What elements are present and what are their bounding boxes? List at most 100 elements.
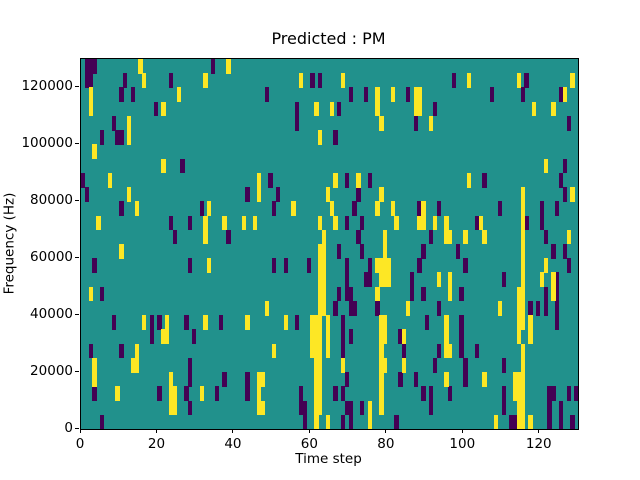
- y-tick-label: 100000: [21, 135, 73, 152]
- heatmap-cell-low: [562, 244, 568, 259]
- heatmap-cell-high: [130, 357, 135, 373]
- heatmap-cell-high: [448, 229, 453, 245]
- x-tick-mark: [155, 429, 157, 433]
- heatmap-cell-high: [272, 343, 277, 359]
- heatmap-cell-high: [566, 229, 571, 245]
- y-tick-label: 40000: [30, 306, 73, 323]
- heatmap-cell-low: [310, 73, 315, 88]
- heatmap-cell-high: [318, 286, 323, 302]
- heatmap-cell-high: [379, 400, 384, 416]
- heatmap-cell-high: [314, 357, 319, 373]
- heatmap-cell-high: [340, 73, 346, 88]
- heatmap-cell-high: [379, 315, 384, 330]
- x-tick-mark: [538, 429, 540, 433]
- heatmap-cell-low: [547, 386, 552, 402]
- heatmap-cell-low: [340, 329, 346, 345]
- heatmap-cell-low: [245, 386, 250, 402]
- heatmap-cell-high: [482, 229, 487, 245]
- heatmap-cell-high: [379, 272, 384, 288]
- heatmap-cell-high: [413, 101, 418, 117]
- heatmap-cell-low: [566, 115, 571, 131]
- heatmap-cell-high: [402, 357, 407, 373]
- heatmap-cell-low: [428, 400, 434, 416]
- heatmap-cell-high: [463, 229, 468, 245]
- heatmap-cell-high: [256, 372, 262, 387]
- heatmap-cell-low: [425, 315, 430, 330]
- heatmap-cell-high: [321, 272, 327, 288]
- heatmap-cell-low: [272, 201, 277, 217]
- heatmap-cell-high: [318, 258, 323, 273]
- heatmap-cell-high: [318, 272, 323, 288]
- heatmap-cell-high: [318, 400, 323, 416]
- heatmap-cell-high: [383, 315, 388, 330]
- heatmap-cell-high: [318, 386, 323, 402]
- heatmap-cell-high: [256, 400, 262, 416]
- heatmap-cell-low: [340, 386, 346, 402]
- heatmap-cell-high: [88, 286, 93, 302]
- heatmap-cell-high: [405, 300, 411, 316]
- heatmap-cell-high: [314, 315, 319, 330]
- heatmap-cell-high: [321, 258, 327, 273]
- heatmap-cell-high: [88, 87, 93, 103]
- heatmap-cell-low: [168, 215, 174, 231]
- heatmap-cell-high: [199, 386, 204, 402]
- heatmap-cell-high: [367, 414, 373, 429]
- heatmap-cell-low: [558, 87, 564, 103]
- heatmap-cell-low: [337, 101, 342, 117]
- heatmap-cell-high: [516, 386, 522, 402]
- y-tick-label: 60000: [30, 249, 73, 266]
- heatmap-cell-low: [417, 201, 422, 217]
- heatmap-cell-low: [436, 300, 441, 316]
- heatmap-cell-low: [111, 315, 116, 330]
- heatmap-cell-high: [375, 201, 380, 217]
- heatmap-cell-low: [130, 87, 135, 103]
- heatmap-cell-low: [555, 286, 560, 302]
- heatmap-cell-low: [295, 315, 300, 330]
- heatmap-cell-low: [84, 59, 90, 74]
- heatmap-cell-low: [306, 258, 311, 273]
- heatmap-cell-high: [417, 215, 422, 231]
- y-tick-mark: [75, 256, 79, 258]
- heatmap-cell-high: [520, 400, 525, 416]
- heatmap-cell-high: [379, 258, 384, 273]
- heatmap-cell-low: [562, 158, 568, 174]
- heatmap-cell-low: [524, 215, 529, 231]
- heatmap-cell-low: [405, 87, 411, 103]
- heatmap-cell-low: [566, 258, 571, 273]
- heatmap-cell-low: [115, 130, 120, 145]
- heatmap-cell-low: [295, 115, 300, 131]
- heatmap-cell-high: [516, 400, 522, 416]
- heatmap-cell-low: [360, 400, 365, 416]
- heatmap-cell-high: [253, 215, 258, 231]
- heatmap-cell-high: [379, 115, 384, 131]
- heatmap-cell-low: [92, 59, 97, 74]
- x-axis-label: Time step: [295, 451, 362, 467]
- heatmap-cell-high: [428, 115, 434, 131]
- chart-title: Predicted : PM: [271, 29, 386, 48]
- heatmap-cell-high: [340, 357, 346, 373]
- heatmap-cell-low: [474, 343, 480, 359]
- heatmap-cell-low: [340, 414, 346, 429]
- heatmap-cell-high: [367, 400, 373, 416]
- heatmap-cell-low: [337, 286, 342, 302]
- heatmap-cell-low: [348, 87, 353, 103]
- heatmap-cell-high: [134, 357, 139, 373]
- heatmap-cell-high: [383, 272, 388, 288]
- heatmap-cell-low: [344, 372, 350, 387]
- heatmap-cell-high: [161, 101, 166, 117]
- heatmap-cell-low: [188, 357, 193, 373]
- heatmap-cell-low: [188, 400, 193, 416]
- heatmap-cell-high: [379, 329, 384, 345]
- heatmap-cell-high: [126, 115, 132, 131]
- heatmap-cell-low: [344, 258, 350, 273]
- heatmap-cell-low: [119, 201, 124, 217]
- heatmap-cell-high: [333, 172, 338, 188]
- heatmap-cell-high: [520, 229, 525, 245]
- heatmap-cell-low: [100, 130, 105, 145]
- heatmap-cell-low: [555, 201, 560, 217]
- heatmap-cell-high: [138, 59, 143, 74]
- heatmap-cell-low: [463, 357, 468, 373]
- heatmap-cell-high: [107, 172, 113, 188]
- heatmap-cell-high: [245, 315, 250, 330]
- heatmap-cell-low: [375, 300, 380, 316]
